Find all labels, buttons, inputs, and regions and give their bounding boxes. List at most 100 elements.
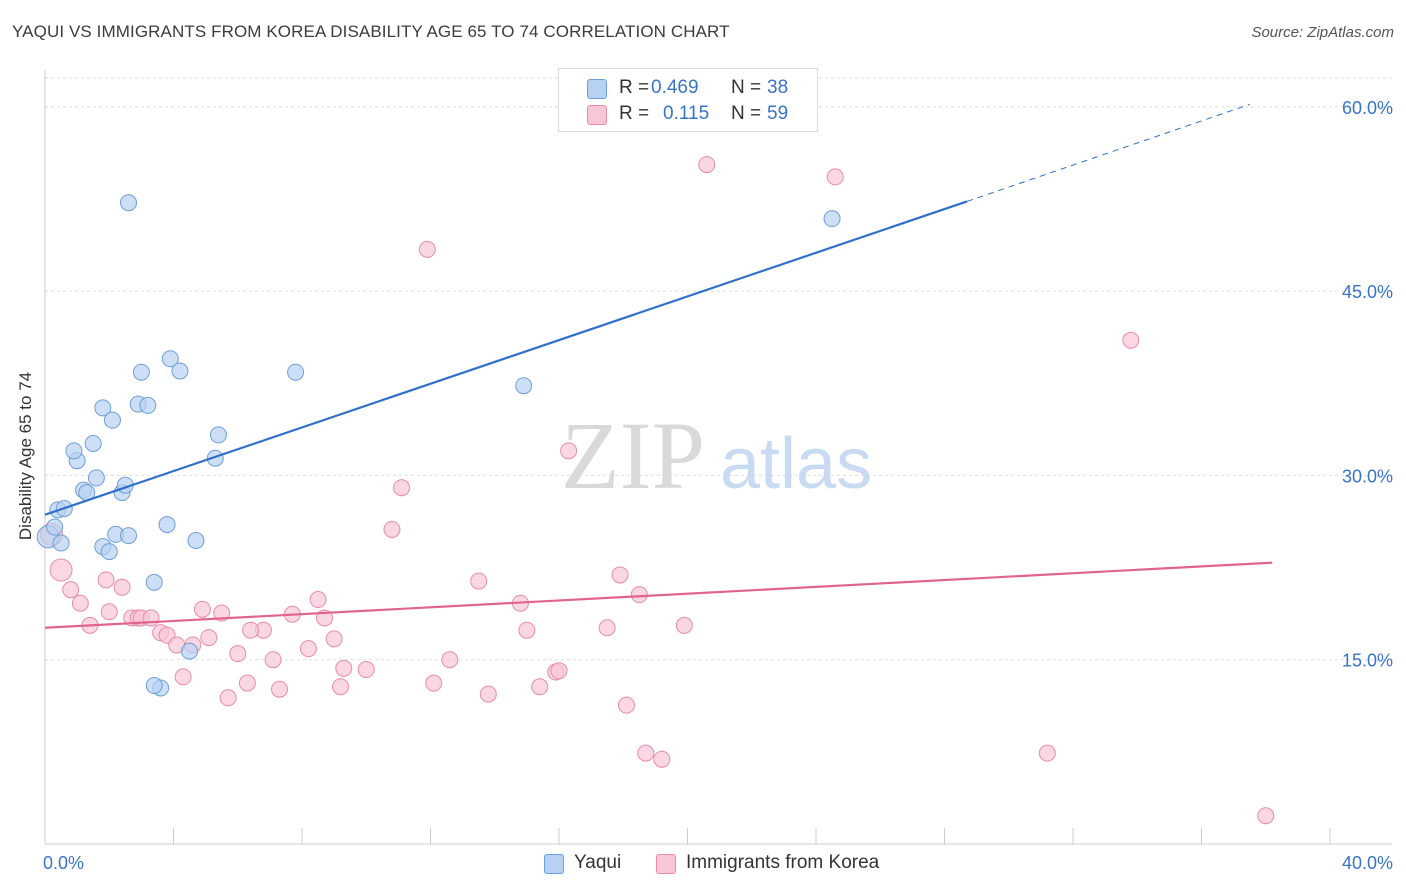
yaqui-point [65, 442, 83, 460]
grid-lines [45, 77, 1392, 661]
y-axis-label-text: Disability Age 65 to 74 [16, 371, 35, 541]
korea-point [174, 668, 192, 686]
korea-point [598, 619, 616, 637]
korea-point [479, 685, 497, 703]
korea-point [826, 168, 844, 186]
y-tick-label: 30.0% [1342, 466, 1393, 486]
korea-point [299, 640, 317, 658]
yaqui-point [120, 527, 138, 545]
tick-labels: 15.0% 30.0% 45.0% 60.0% 0.0% 40.0% [43, 98, 1393, 873]
legend-label-korea: Immigrants from Korea [686, 852, 880, 873]
korea-point [617, 696, 635, 714]
trend-lines [44, 103, 1273, 629]
watermark: ZIP atlas [561, 402, 872, 509]
korea-point [193, 600, 211, 618]
korea-point [531, 678, 549, 696]
korea-point [242, 621, 260, 639]
korea-point [309, 591, 327, 609]
n-label: N = [731, 77, 762, 98]
trend-line-yaqui-extension [966, 103, 1250, 202]
watermark-zip: ZIP [561, 402, 705, 509]
x-tick-label: 40.0% [1342, 853, 1393, 873]
korea-point [200, 629, 218, 647]
yaqui-point [120, 194, 138, 212]
legend-swatch-korea [656, 854, 676, 874]
yaqui-point [84, 434, 102, 452]
legend-label-yaqui: Yaqui [574, 852, 622, 873]
yaqui-point [145, 573, 163, 591]
korea-point [1038, 744, 1056, 762]
yaqui-point [209, 426, 227, 444]
r-value: 0.115 [663, 103, 710, 124]
korea-point [441, 651, 459, 669]
korea-point [71, 594, 89, 612]
trend-line-korea [44, 561, 1273, 629]
korea-point [271, 680, 289, 698]
korea-point [1257, 807, 1275, 825]
source-credit: Source: ZipAtlas.com [1251, 24, 1394, 41]
korea-point [518, 621, 536, 639]
trend-line-yaqui [44, 200, 968, 516]
korea-point [332, 678, 350, 696]
korea-point [49, 558, 73, 582]
yaqui-point [145, 677, 163, 695]
yaqui-point [181, 642, 199, 660]
korea-point [653, 750, 671, 768]
legend-swatch-korea [587, 105, 607, 125]
yaqui-point [515, 377, 533, 395]
legend-swatch-yaqui [587, 79, 607, 99]
korea-point [630, 586, 648, 604]
korea-point [229, 645, 247, 663]
yaqui-point [287, 363, 305, 381]
y-axis-label: Disability Age 65 to 74 [16, 288, 36, 540]
korea-point [335, 659, 353, 677]
n-label: N = [731, 103, 762, 124]
yaqui-point [823, 210, 841, 228]
korea-point [383, 520, 401, 538]
korea-point [550, 662, 568, 680]
korea-point [62, 581, 80, 599]
y-tick-label: 45.0% [1342, 282, 1393, 302]
korea-point [675, 616, 693, 634]
r-value: 0.469 [651, 77, 699, 98]
korea-point [219, 689, 237, 707]
yaqui-point [52, 534, 70, 552]
yaqui-point [132, 363, 150, 381]
n-value: 38 [767, 77, 789, 98]
korea-point [357, 661, 375, 679]
korea-point [637, 744, 655, 762]
korea-point [698, 156, 716, 174]
yaqui-point [171, 362, 189, 380]
yaqui-point [161, 350, 179, 368]
x-tick-label: 0.0% [43, 853, 84, 873]
korea-point [264, 651, 282, 669]
korea-point [418, 240, 436, 258]
korea-point [393, 479, 411, 497]
yaqui-point [187, 532, 205, 550]
korea-point [425, 674, 443, 692]
legend-stats: R = 0.469 N = 38 R = 0.115 N = 59 [558, 68, 818, 132]
legend-swatch-yaqui [544, 854, 564, 874]
korea-point [1122, 331, 1140, 349]
n-value: 59 [767, 103, 789, 124]
korea-point [238, 674, 256, 692]
korea-point [325, 630, 343, 648]
yaqui-point [100, 543, 118, 561]
r-label: R = [619, 103, 650, 124]
korea-point [97, 571, 115, 589]
yaqui-point [103, 411, 121, 429]
watermark-atlas: atlas [720, 424, 872, 504]
yaqui-point [46, 518, 64, 536]
korea-point [560, 442, 578, 460]
yaqui-point [87, 469, 105, 487]
korea-point [213, 604, 231, 622]
yaqui-point [158, 516, 176, 534]
y-tick-label: 15.0% [1342, 651, 1393, 671]
axes [44, 70, 1392, 845]
korea-point [100, 603, 118, 621]
y-tick-label: 60.0% [1342, 98, 1393, 118]
korea-point [470, 572, 488, 590]
chart-title: YAQUI VS IMMIGRANTS FROM KOREA DISABILIT… [12, 22, 730, 41]
korea-point [611, 566, 629, 584]
